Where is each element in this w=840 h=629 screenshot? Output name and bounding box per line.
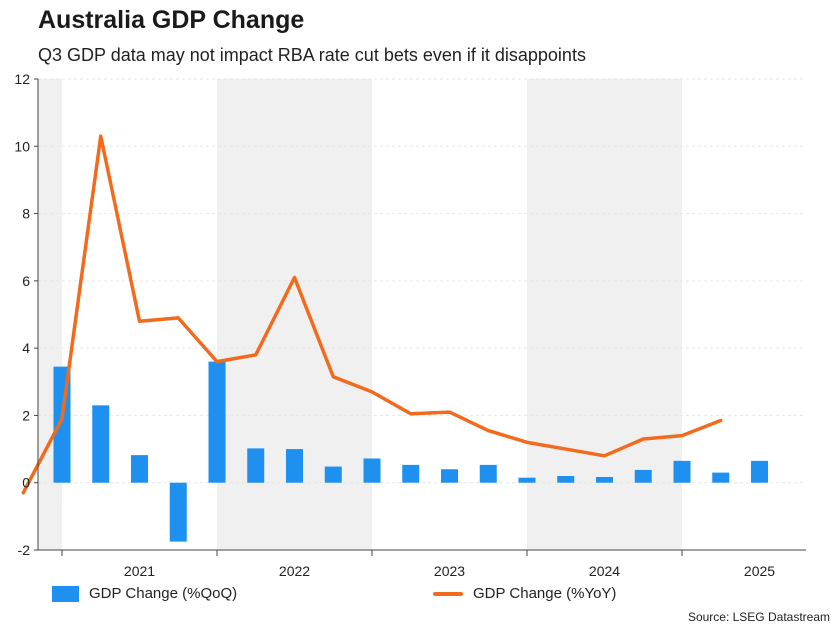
- bar-qoq-10: [441, 469, 458, 483]
- bar-qoq-15: [634, 469, 652, 483]
- bar-qoq-9: [402, 464, 420, 483]
- y-tick-label: 2: [22, 407, 30, 423]
- yoy-line-layer: [21, 134, 723, 495]
- legend-item-yoy: GDP Change (%YoY): [433, 585, 616, 602]
- bar-qoq-5: [247, 448, 265, 483]
- bar-qoq-8: [363, 458, 381, 483]
- shade-band-2023: [527, 79, 682, 550]
- y-tick-label: 8: [22, 206, 30, 222]
- legend-label-yoy: GDP Change (%YoY): [473, 585, 617, 602]
- y-tick-label: -2: [18, 542, 31, 558]
- chart-subtitle: Q3 GDP data may not impact RBA rate cut …: [38, 45, 586, 65]
- y-tick-label: 6: [22, 273, 30, 289]
- legend-item-qoq: GDP Change (%QoQ): [52, 585, 237, 602]
- y-tick-label: 4: [22, 340, 30, 356]
- x-tick-label-2025: 2025: [744, 563, 775, 579]
- bar-qoq-17: [712, 472, 730, 483]
- y-tick-label: 10: [14, 138, 30, 154]
- bar-qoq-1: [92, 405, 110, 483]
- x-tick-label-2022: 2022: [279, 563, 310, 579]
- shaded-year-bands: [38, 79, 682, 550]
- source-note: Source: LSEG Datastream: [687, 610, 830, 624]
- legend-swatch-line: [433, 591, 463, 596]
- bar-qoq-13: [557, 475, 575, 483]
- bar-qoq-7: [324, 466, 342, 483]
- line-yoy: [21, 134, 723, 495]
- y-tick-label: 12: [14, 71, 30, 87]
- x-tick-label-2024: 2024: [589, 563, 620, 579]
- legend-swatch-bar: [52, 585, 79, 602]
- bar-qoq-14: [596, 476, 613, 483]
- legend-label-qoq: GDP Change (%QoQ): [89, 585, 238, 602]
- x-tick-label-2023: 2023: [434, 563, 465, 579]
- chart-title: Australia GDP Change: [38, 6, 305, 34]
- bar-qoq-12: [518, 477, 536, 483]
- qoq-bars: [53, 361, 768, 542]
- bar-qoq-16: [673, 460, 691, 483]
- bar-qoq-18: [751, 460, 768, 483]
- bar-qoq-6: [286, 449, 303, 483]
- bar-qoq-4: [208, 361, 226, 483]
- x-tick-label-2021: 2021: [124, 563, 155, 579]
- gridlines: [38, 78, 806, 551]
- axes: -2 0 2 4 6 8 10 12 2021 2022 2023 2024 2025: [14, 71, 806, 579]
- bar-qoq-2: [131, 455, 148, 483]
- bar-qoq-3: [169, 482, 187, 542]
- y-tick-label: 0: [22, 475, 30, 491]
- bar-qoq-11: [479, 464, 497, 483]
